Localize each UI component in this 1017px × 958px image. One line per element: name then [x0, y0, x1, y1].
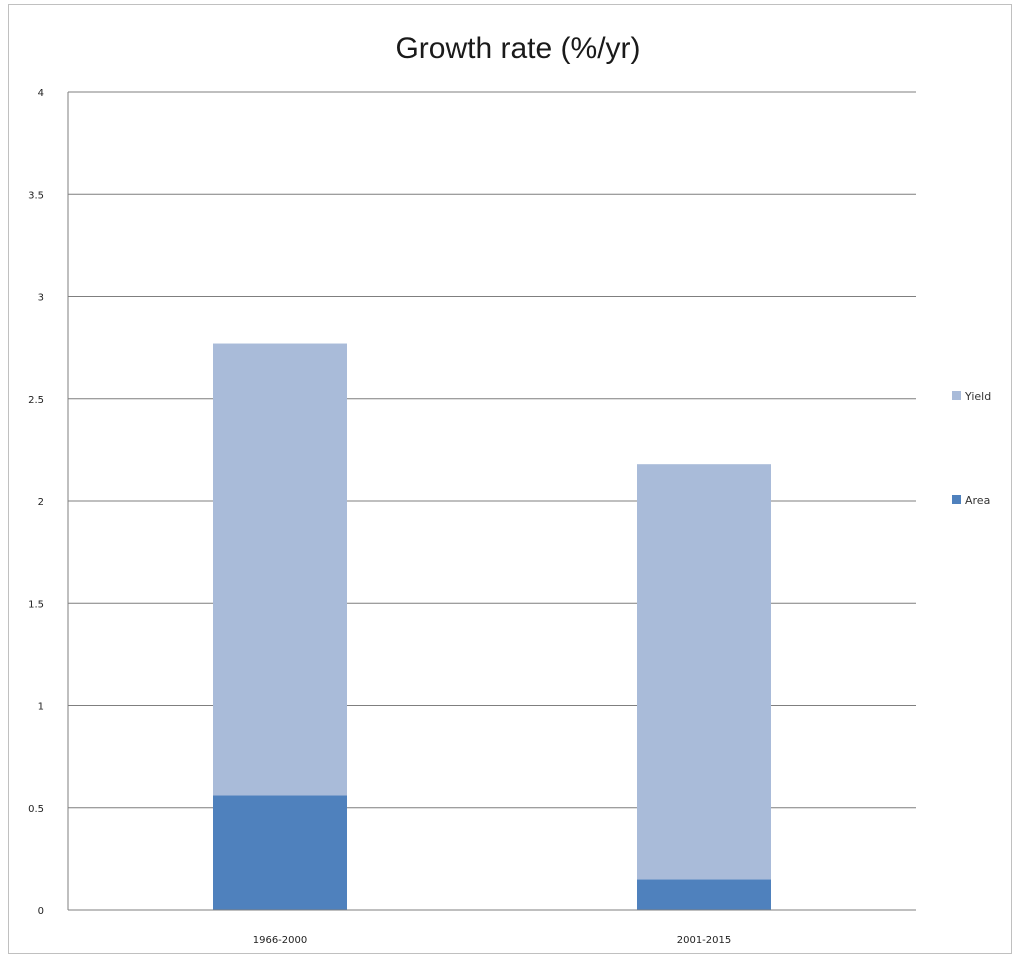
chart-title: Growth rate (%/yr) — [395, 32, 640, 65]
bar-yield-1966-2000 — [213, 343, 347, 796]
legend-swatch-area — [952, 495, 961, 504]
legend-swatch-yield — [952, 391, 961, 400]
x-axis: 1966-2000 2001-2015 — [68, 909, 916, 946]
y-tick-label: 1.5 — [28, 599, 44, 610]
y-tick-label: 4 — [38, 88, 44, 99]
legend-label-area: Area — [965, 494, 990, 507]
chart-frame — [8, 4, 1012, 954]
bars — [213, 343, 771, 910]
y-tick-label: 3.5 — [28, 190, 44, 201]
y-tick-label: 0.5 — [28, 804, 44, 815]
y-tick-label: 1 — [38, 702, 44, 713]
bar-area-2001-2015 — [637, 879, 771, 910]
y-axis: 0 0.5 1 1.5 2 2.5 3 3.5 4 — [28, 88, 69, 917]
bar-area-1966-2000 — [213, 795, 347, 910]
y-tick-label: 3 — [38, 293, 44, 304]
x-tick-label: 1966-2000 — [253, 935, 308, 946]
legend: Yield Area — [952, 390, 991, 507]
y-tick-label: 0 — [38, 906, 44, 917]
legend-label-yield: Yield — [964, 390, 991, 403]
gridlines — [68, 91, 916, 809]
bar-yield-2001-2015 — [637, 464, 771, 880]
y-tick-label: 2.5 — [28, 395, 44, 406]
y-tick-label: 2 — [38, 497, 44, 508]
x-tick-label: 2001-2015 — [677, 935, 732, 946]
